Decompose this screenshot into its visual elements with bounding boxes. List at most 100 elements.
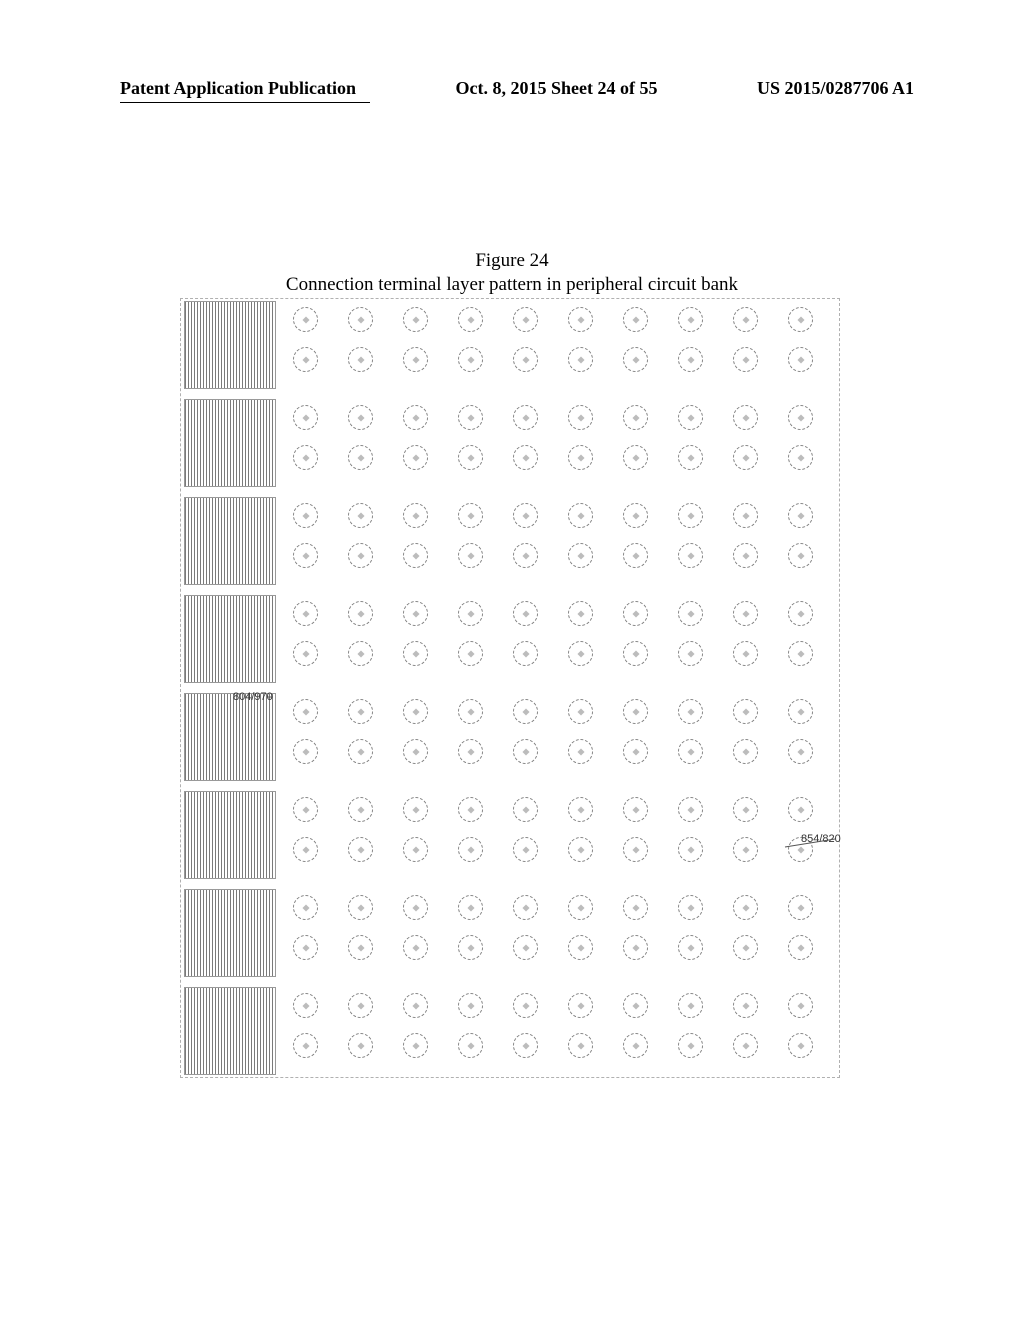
- connection-terminal: [733, 935, 758, 960]
- connection-terminal: [568, 699, 593, 724]
- connection-terminal: [403, 347, 428, 372]
- hatch-block: [184, 791, 276, 879]
- connection-terminal: [403, 739, 428, 764]
- connection-terminal: [788, 895, 813, 920]
- figure-caption: Connection terminal layer pattern in per…: [0, 274, 1024, 296]
- connection-terminal: [403, 797, 428, 822]
- connection-terminal: [403, 405, 428, 430]
- connection-terminal: [568, 837, 593, 862]
- connection-terminal: [678, 405, 703, 430]
- hatch-block: [184, 595, 276, 683]
- connection-terminal: [733, 837, 758, 862]
- connection-terminal: [403, 895, 428, 920]
- callout-lead-line: [265, 695, 275, 699]
- connection-terminal: [403, 503, 428, 528]
- connection-terminal: [733, 405, 758, 430]
- connection-terminal: [623, 503, 648, 528]
- connection-terminal: [623, 797, 648, 822]
- connection-terminal: [293, 347, 318, 372]
- connection-terminal: [458, 543, 483, 568]
- connection-terminal: [568, 797, 593, 822]
- connection-terminal: [403, 445, 428, 470]
- connection-terminal: [513, 503, 538, 528]
- connection-terminal: [623, 1033, 648, 1058]
- page-header: Patent Application Publication Oct. 8, 2…: [0, 78, 1024, 99]
- connection-terminal: [513, 935, 538, 960]
- connection-terminal: [568, 739, 593, 764]
- connection-terminal: [568, 405, 593, 430]
- connection-terminal: [348, 445, 373, 470]
- connection-terminal: [348, 641, 373, 666]
- connection-terminal: [293, 895, 318, 920]
- connection-terminal: [458, 445, 483, 470]
- connection-terminal: [788, 641, 813, 666]
- connection-terminal: [733, 347, 758, 372]
- header-left: Patent Application Publication: [120, 78, 356, 99]
- connection-terminal: [788, 993, 813, 1018]
- connection-terminal: [293, 797, 318, 822]
- connection-terminal: [733, 1033, 758, 1058]
- connection-terminal: [678, 307, 703, 332]
- connection-terminal: [458, 347, 483, 372]
- connection-terminal: [513, 895, 538, 920]
- connection-terminal: [403, 1033, 428, 1058]
- connection-terminal: [513, 347, 538, 372]
- connection-terminal: [513, 307, 538, 332]
- connection-terminal: [678, 895, 703, 920]
- connection-terminal: [513, 837, 538, 862]
- hatch-block: [184, 301, 276, 389]
- callout-lead-line: [783, 837, 837, 849]
- connection-terminal: [623, 601, 648, 626]
- connection-terminal: [348, 601, 373, 626]
- connection-terminal: [293, 601, 318, 626]
- connection-terminal: [458, 797, 483, 822]
- connection-terminal: [788, 797, 813, 822]
- connection-terminal: [293, 307, 318, 332]
- connection-terminal: [678, 1033, 703, 1058]
- connection-terminal: [788, 1033, 813, 1058]
- connection-terminal: [513, 699, 538, 724]
- connection-terminal: [568, 307, 593, 332]
- connection-terminal: [403, 307, 428, 332]
- connection-terminal: [733, 797, 758, 822]
- hatch-block: [184, 693, 276, 781]
- connection-terminal: [568, 543, 593, 568]
- connection-terminal: [293, 1033, 318, 1058]
- connection-terminal: [568, 895, 593, 920]
- connection-terminal: [348, 543, 373, 568]
- connection-terminal: [568, 641, 593, 666]
- header-center: Oct. 8, 2015 Sheet 24 of 55: [456, 78, 658, 99]
- connection-terminal: [733, 601, 758, 626]
- connection-terminal: [568, 601, 593, 626]
- connection-terminal: [568, 1033, 593, 1058]
- connection-terminal: [733, 699, 758, 724]
- connection-terminal: [348, 993, 373, 1018]
- connection-terminal: [348, 739, 373, 764]
- connection-terminal: [403, 601, 428, 626]
- connection-terminal: [678, 445, 703, 470]
- connection-terminal: [678, 837, 703, 862]
- connection-terminal: [623, 445, 648, 470]
- connection-terminal: [568, 935, 593, 960]
- connection-terminal: [348, 895, 373, 920]
- connection-terminal: [568, 347, 593, 372]
- connection-terminal: [623, 993, 648, 1018]
- connection-terminal: [348, 307, 373, 332]
- connection-terminal: [348, 797, 373, 822]
- connection-terminal: [678, 543, 703, 568]
- connection-terminal: [788, 699, 813, 724]
- connection-terminal: [403, 641, 428, 666]
- connection-terminal: [678, 935, 703, 960]
- connection-terminal: [348, 1033, 373, 1058]
- connection-terminal: [348, 935, 373, 960]
- connection-terminal: [623, 405, 648, 430]
- connection-terminal: [293, 935, 318, 960]
- connection-terminal: [678, 993, 703, 1018]
- header-underline: [120, 102, 370, 103]
- connection-terminal: [788, 543, 813, 568]
- connection-terminal: [513, 739, 538, 764]
- connection-terminal: [733, 307, 758, 332]
- connection-terminal: [568, 445, 593, 470]
- connection-terminal: [568, 503, 593, 528]
- connection-terminal: [678, 503, 703, 528]
